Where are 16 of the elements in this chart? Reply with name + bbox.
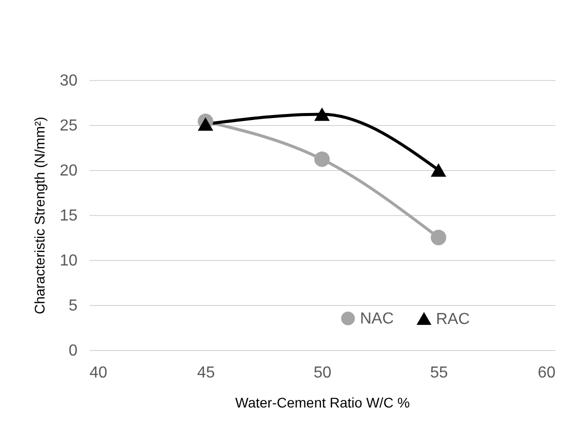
y-tick-label: 15 bbox=[60, 208, 78, 224]
y-tick-label: 20 bbox=[60, 162, 78, 180]
x-tick-label: 40 bbox=[90, 364, 108, 382]
y-tick-label: 30 bbox=[60, 72, 78, 90]
legend-label: NAC bbox=[360, 310, 394, 328]
x-tick-label: 50 bbox=[314, 364, 332, 382]
x-tick-label: 60 bbox=[538, 364, 556, 382]
y-axis-title: Characteristic Strength (N/mm²) bbox=[32, 116, 48, 314]
x-tick-label: 55 bbox=[430, 364, 448, 382]
legend-label: RAC bbox=[436, 310, 470, 328]
y-tick-label: 25 bbox=[60, 118, 78, 134]
y-tick-label: 5 bbox=[68, 298, 78, 314]
x-tick-label: 45 bbox=[197, 364, 215, 382]
y-tick-label: 10 bbox=[60, 252, 78, 270]
x-axis-title: Water-Cement Ratio W/C % bbox=[235, 394, 410, 410]
y-tick-label: 0 bbox=[68, 342, 78, 360]
